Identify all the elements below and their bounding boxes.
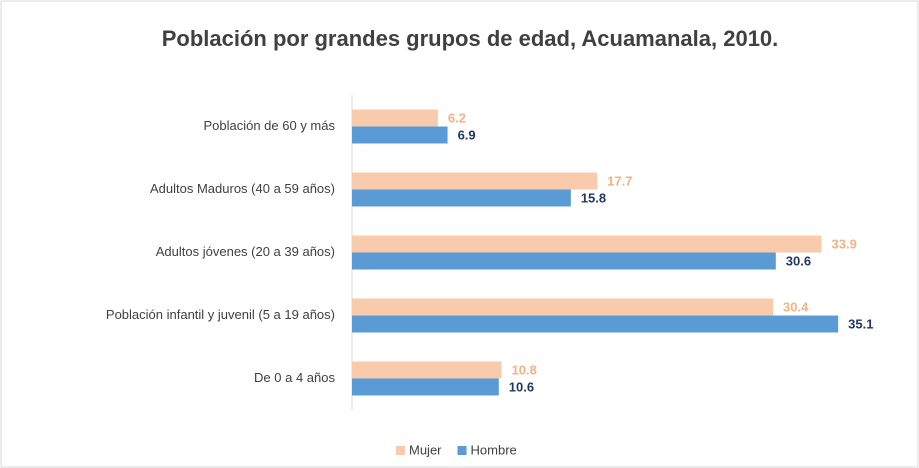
value-label: 30.4 (783, 299, 809, 314)
bar (352, 361, 502, 379)
bar (352, 109, 438, 127)
bar (352, 298, 774, 316)
category-label: Población infantil y juvenil (5 a 19 año… (106, 307, 335, 322)
value-label: 15.8 (581, 190, 606, 205)
category-label: Adultos Maduros (40 a 59 años) (150, 181, 335, 196)
chart-title: Población por grandes grupos de edad, Ac… (161, 26, 779, 51)
legend-label: Mujer (409, 442, 442, 457)
bar (352, 235, 822, 253)
category-label: Población de 60 y más (203, 118, 335, 133)
bar (352, 172, 598, 190)
bar (352, 378, 499, 396)
bar (352, 126, 448, 144)
legend-swatch (396, 446, 405, 455)
value-label: 17.7 (607, 173, 632, 188)
value-label: 6.9 (458, 127, 476, 142)
bar (352, 252, 776, 270)
bar (352, 315, 839, 333)
category-label: Adultos jóvenes (20 a 39 años) (156, 244, 335, 259)
legend-swatch (457, 446, 467, 455)
legend-label: Hombre (471, 442, 517, 457)
value-label: 10.6 (509, 379, 534, 394)
value-label: 10.8 (512, 362, 537, 377)
value-label: 33.9 (832, 236, 857, 251)
value-label: 30.6 (786, 253, 811, 268)
value-label: 35.1 (848, 316, 873, 331)
category-label: De 0 a 4 años (254, 370, 335, 385)
value-label: 6.2 (448, 110, 466, 125)
bar (352, 189, 571, 207)
